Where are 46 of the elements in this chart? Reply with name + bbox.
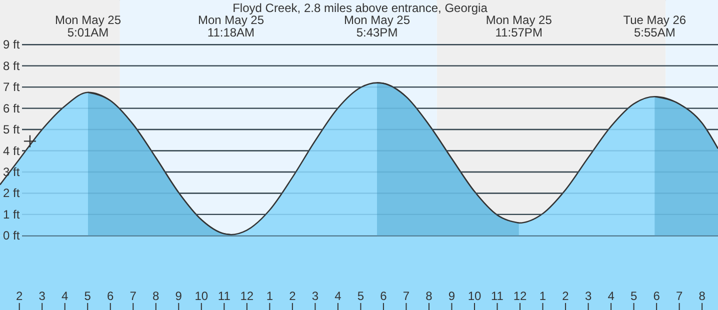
x-tick-label: 8 (426, 289, 433, 303)
x-tick-label: 1 (266, 289, 274, 303)
annotation: Mon May 25 5:01AM (54, 13, 122, 40)
y-tick-label: 7 ft (3, 80, 20, 94)
x-tick-label: 6 (107, 289, 114, 303)
x-tick-label: 3 (38, 289, 46, 303)
y-tick-label: 2 ft (3, 186, 20, 200)
x-tick-label: 7 (676, 289, 683, 303)
x-tick-label: 3 (312, 289, 319, 303)
x-tick-label: 12 (240, 289, 254, 303)
y-tick-label: 9 ft (3, 38, 20, 52)
x-tick-label: 11 (491, 289, 504, 303)
y-tick-label: 1 ft (3, 207, 20, 222)
x-tick-label: 12 (513, 289, 528, 303)
x-tick-label: 9 (175, 289, 182, 303)
annotation: Tue May 26 5:55AM (623, 13, 686, 40)
x-tick-label: 2 (562, 289, 570, 303)
x-tick-label: 10 (468, 289, 482, 303)
x-tick-label: 4 (334, 289, 342, 303)
annotation: Mon May 25 5:43PM (344, 13, 410, 40)
annotation: Mon May 25 11:18AM (198, 13, 264, 40)
x-tick-label: 4 (608, 289, 615, 303)
y-tick-label: 5 ft (3, 122, 20, 137)
x-tick-label: 8 (698, 289, 706, 303)
y-tick-label: 8 ft (3, 58, 20, 73)
x-tick-label: 2 (16, 289, 23, 303)
x-tick-label: 1 (539, 289, 546, 303)
x-tick-label: 5 (84, 289, 92, 303)
y-tick-label: 6 ft (3, 101, 20, 116)
x-tick-label: 10 (194, 289, 208, 303)
x-tick-label: 7 (130, 289, 137, 303)
x-tick-label: 11 (218, 289, 231, 303)
x-tick-label: 9 (448, 289, 456, 303)
annotation: Mon May 25 11:57PM (486, 13, 552, 40)
x-tick-label: 6 (653, 289, 660, 303)
x-tick-label: 5 (630, 289, 638, 303)
y-tick-label: 4 ft (3, 144, 20, 158)
x-tick-label: 5 (357, 289, 364, 303)
x-tick-label: 8 (152, 289, 160, 303)
x-tick-label: 7 (402, 289, 410, 303)
chart-title: Floyd Creek, 2.8 miles above entrance, Georgia (232, 1, 488, 15)
x-tick-label: 3 (584, 289, 592, 303)
x-tick-label: 2 (289, 289, 296, 303)
y-tick-label: 0 ft (3, 228, 20, 243)
x-tick-label: 6 (380, 289, 388, 303)
x-tick-label: 4 (62, 289, 69, 303)
